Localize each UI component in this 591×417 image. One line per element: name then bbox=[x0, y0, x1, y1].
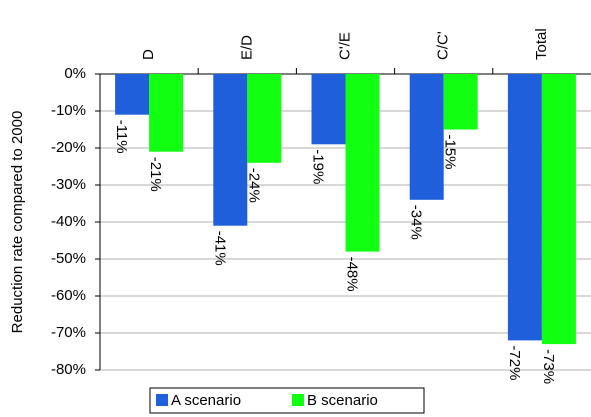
legend-label: B scenario bbox=[307, 392, 378, 409]
legend-swatch bbox=[292, 394, 304, 406]
value-label: -34% bbox=[408, 205, 425, 240]
x-tick-label: Total bbox=[533, 28, 550, 60]
legend-box bbox=[149, 387, 425, 414]
y-tick-label: -20% bbox=[51, 139, 86, 156]
bar bbox=[213, 74, 248, 226]
y-tick-label: 0% bbox=[64, 65, 86, 82]
bar bbox=[443, 74, 478, 130]
value-label: -72% bbox=[506, 345, 523, 380]
value-label: -11% bbox=[113, 120, 130, 154]
bar bbox=[247, 74, 282, 163]
bar bbox=[149, 74, 184, 152]
y-tick-label: -70% bbox=[51, 324, 86, 341]
bar bbox=[115, 74, 150, 115]
y-axis-title: Reduction rate compared to 2000 bbox=[9, 111, 26, 334]
value-label: -24% bbox=[245, 168, 262, 203]
y-tick-label: -30% bbox=[51, 176, 86, 193]
value-label: -41% bbox=[211, 231, 228, 266]
x-tick-label: E/D bbox=[238, 35, 255, 60]
bar bbox=[541, 74, 576, 345]
y-tick-label: -50% bbox=[51, 250, 86, 267]
bar bbox=[311, 74, 346, 145]
value-label: -73% bbox=[540, 349, 557, 384]
bar bbox=[345, 74, 380, 252]
x-tick-label: C/C' bbox=[435, 31, 452, 60]
value-label: -48% bbox=[344, 257, 361, 292]
value-label: -15% bbox=[442, 135, 459, 170]
x-tick-label: C'/E bbox=[336, 32, 353, 60]
bar bbox=[409, 74, 444, 200]
legend-swatch bbox=[156, 394, 168, 406]
y-tick-label: -40% bbox=[51, 213, 86, 230]
y-tick-label: -60% bbox=[51, 287, 86, 304]
value-label: -21% bbox=[147, 157, 164, 192]
y-tick-label: -10% bbox=[51, 102, 86, 119]
x-tick-label: D bbox=[140, 49, 157, 60]
value-label: -19% bbox=[310, 149, 327, 184]
legend-label: A scenario bbox=[171, 392, 241, 409]
bar bbox=[507, 74, 542, 341]
y-tick-label: -80% bbox=[51, 361, 86, 378]
